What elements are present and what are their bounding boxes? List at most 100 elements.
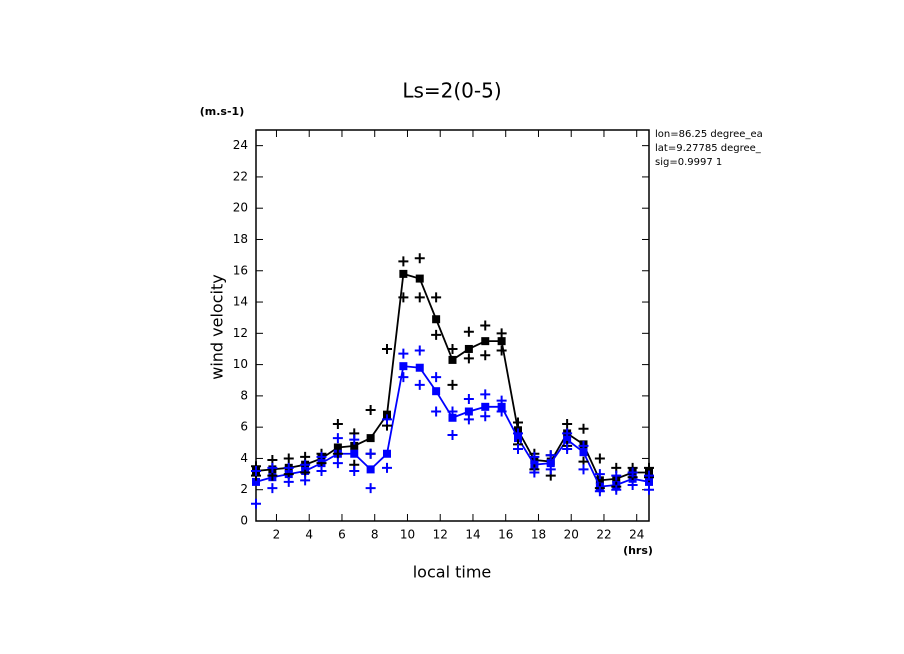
cross-marker <box>300 475 311 486</box>
cross-marker <box>414 253 425 264</box>
cross-marker <box>562 428 573 439</box>
cross-marker <box>513 417 523 428</box>
cross-marker <box>283 476 294 487</box>
cross-marker <box>365 483 376 494</box>
square-marker <box>252 477 260 486</box>
cross-marker <box>496 345 507 356</box>
y-tick-label: 22 <box>233 169 248 183</box>
cross-marker <box>463 394 474 405</box>
square-marker <box>399 362 408 371</box>
square-marker <box>497 337 506 346</box>
cross-marker <box>365 404 376 415</box>
square-marker <box>448 413 457 422</box>
square-marker <box>415 363 424 372</box>
y-tick-label: 0 <box>240 514 248 528</box>
cross-marker <box>398 256 409 267</box>
square-marker <box>432 315 441 324</box>
cross-marker <box>382 462 392 473</box>
square-marker <box>595 476 604 485</box>
square-marker <box>350 441 359 450</box>
x-tick-label: 14 <box>465 528 480 542</box>
cross-marker <box>414 379 425 390</box>
y-tick-label: 8 <box>240 388 248 402</box>
y-units: (m.s-1) <box>200 105 244 118</box>
square-marker <box>432 387 441 396</box>
cross-marker <box>431 292 442 303</box>
cross-marker <box>644 470 654 481</box>
cross-marker <box>496 395 507 406</box>
cross-marker <box>496 406 507 417</box>
plot-frame <box>255 129 650 522</box>
cross-marker <box>365 448 376 459</box>
square-marker <box>350 449 359 458</box>
x-units: (hrs) <box>623 544 653 557</box>
cross-marker <box>529 451 540 462</box>
cross-marker <box>316 451 327 462</box>
cross-marker <box>578 440 589 451</box>
cross-marker <box>578 423 589 434</box>
cross-marker <box>480 389 491 400</box>
square-marker <box>366 434 375 443</box>
cross-marker <box>431 329 442 340</box>
series-line <box>255 272 649 482</box>
cross-marker <box>545 464 556 475</box>
square-marker <box>563 435 572 444</box>
cross-marker <box>594 469 605 480</box>
cross-marker <box>349 465 360 476</box>
square-marker <box>383 449 391 458</box>
cross-marker <box>480 350 491 361</box>
cross-marker <box>578 464 589 475</box>
cross-marker <box>332 419 343 430</box>
cross-marker <box>431 406 442 417</box>
cross-marker <box>562 419 573 430</box>
cross-marker <box>463 414 474 425</box>
x-tick-label: 22 <box>596 528 611 542</box>
y-tick-label: 14 <box>233 295 248 309</box>
cross-marker <box>398 372 409 383</box>
square-marker <box>464 344 473 353</box>
cross-marker <box>316 465 327 476</box>
cross-marker <box>332 448 343 459</box>
info: lon=86.25 degree_ea lat=9.27785 degree_ … <box>655 129 763 168</box>
y-tick-label: 10 <box>233 357 248 371</box>
x-tick-label: 20 <box>564 528 579 542</box>
x-tick-label: 24 <box>629 528 644 542</box>
y-tick-label: 24 <box>233 138 248 152</box>
square-marker <box>333 443 342 452</box>
cross-marker <box>594 453 605 464</box>
cross-marker <box>398 348 409 359</box>
y-axis-label: wind velocity <box>208 274 227 379</box>
x-tick-label: 16 <box>498 528 513 542</box>
cross-marker <box>398 292 409 303</box>
x-tick-label: 6 <box>338 528 346 542</box>
y-tick-label: 16 <box>233 263 248 277</box>
x-tick-label: 8 <box>371 528 379 542</box>
cross-marker <box>414 345 425 356</box>
cross-marker <box>594 486 605 497</box>
cross-marker <box>283 453 294 464</box>
cross-marker <box>332 458 343 469</box>
cross-marker <box>414 292 425 303</box>
x-tick-label: 10 <box>400 528 415 542</box>
cross-marker <box>382 343 392 354</box>
y-tick-label: 4 <box>240 451 248 465</box>
square-marker <box>415 274 424 283</box>
square-marker <box>464 407 473 416</box>
cross-marker <box>480 320 491 331</box>
cross-marker <box>463 353 474 364</box>
cross-marker <box>283 462 294 473</box>
cross-marker <box>300 459 311 470</box>
square-marker <box>366 465 375 474</box>
cross-marker <box>447 379 458 390</box>
square-marker <box>481 337 490 346</box>
annotation: sig=0.9997 1 <box>655 157 722 168</box>
cross-marker <box>332 433 343 444</box>
square-marker <box>399 269 408 278</box>
square-marker <box>448 355 457 364</box>
x-tick-label: 18 <box>531 528 546 542</box>
x-tick-label: 12 <box>433 528 448 542</box>
x-tick-label: 2 <box>273 528 281 542</box>
cross-marker <box>251 465 261 476</box>
cross-marker <box>644 484 654 495</box>
